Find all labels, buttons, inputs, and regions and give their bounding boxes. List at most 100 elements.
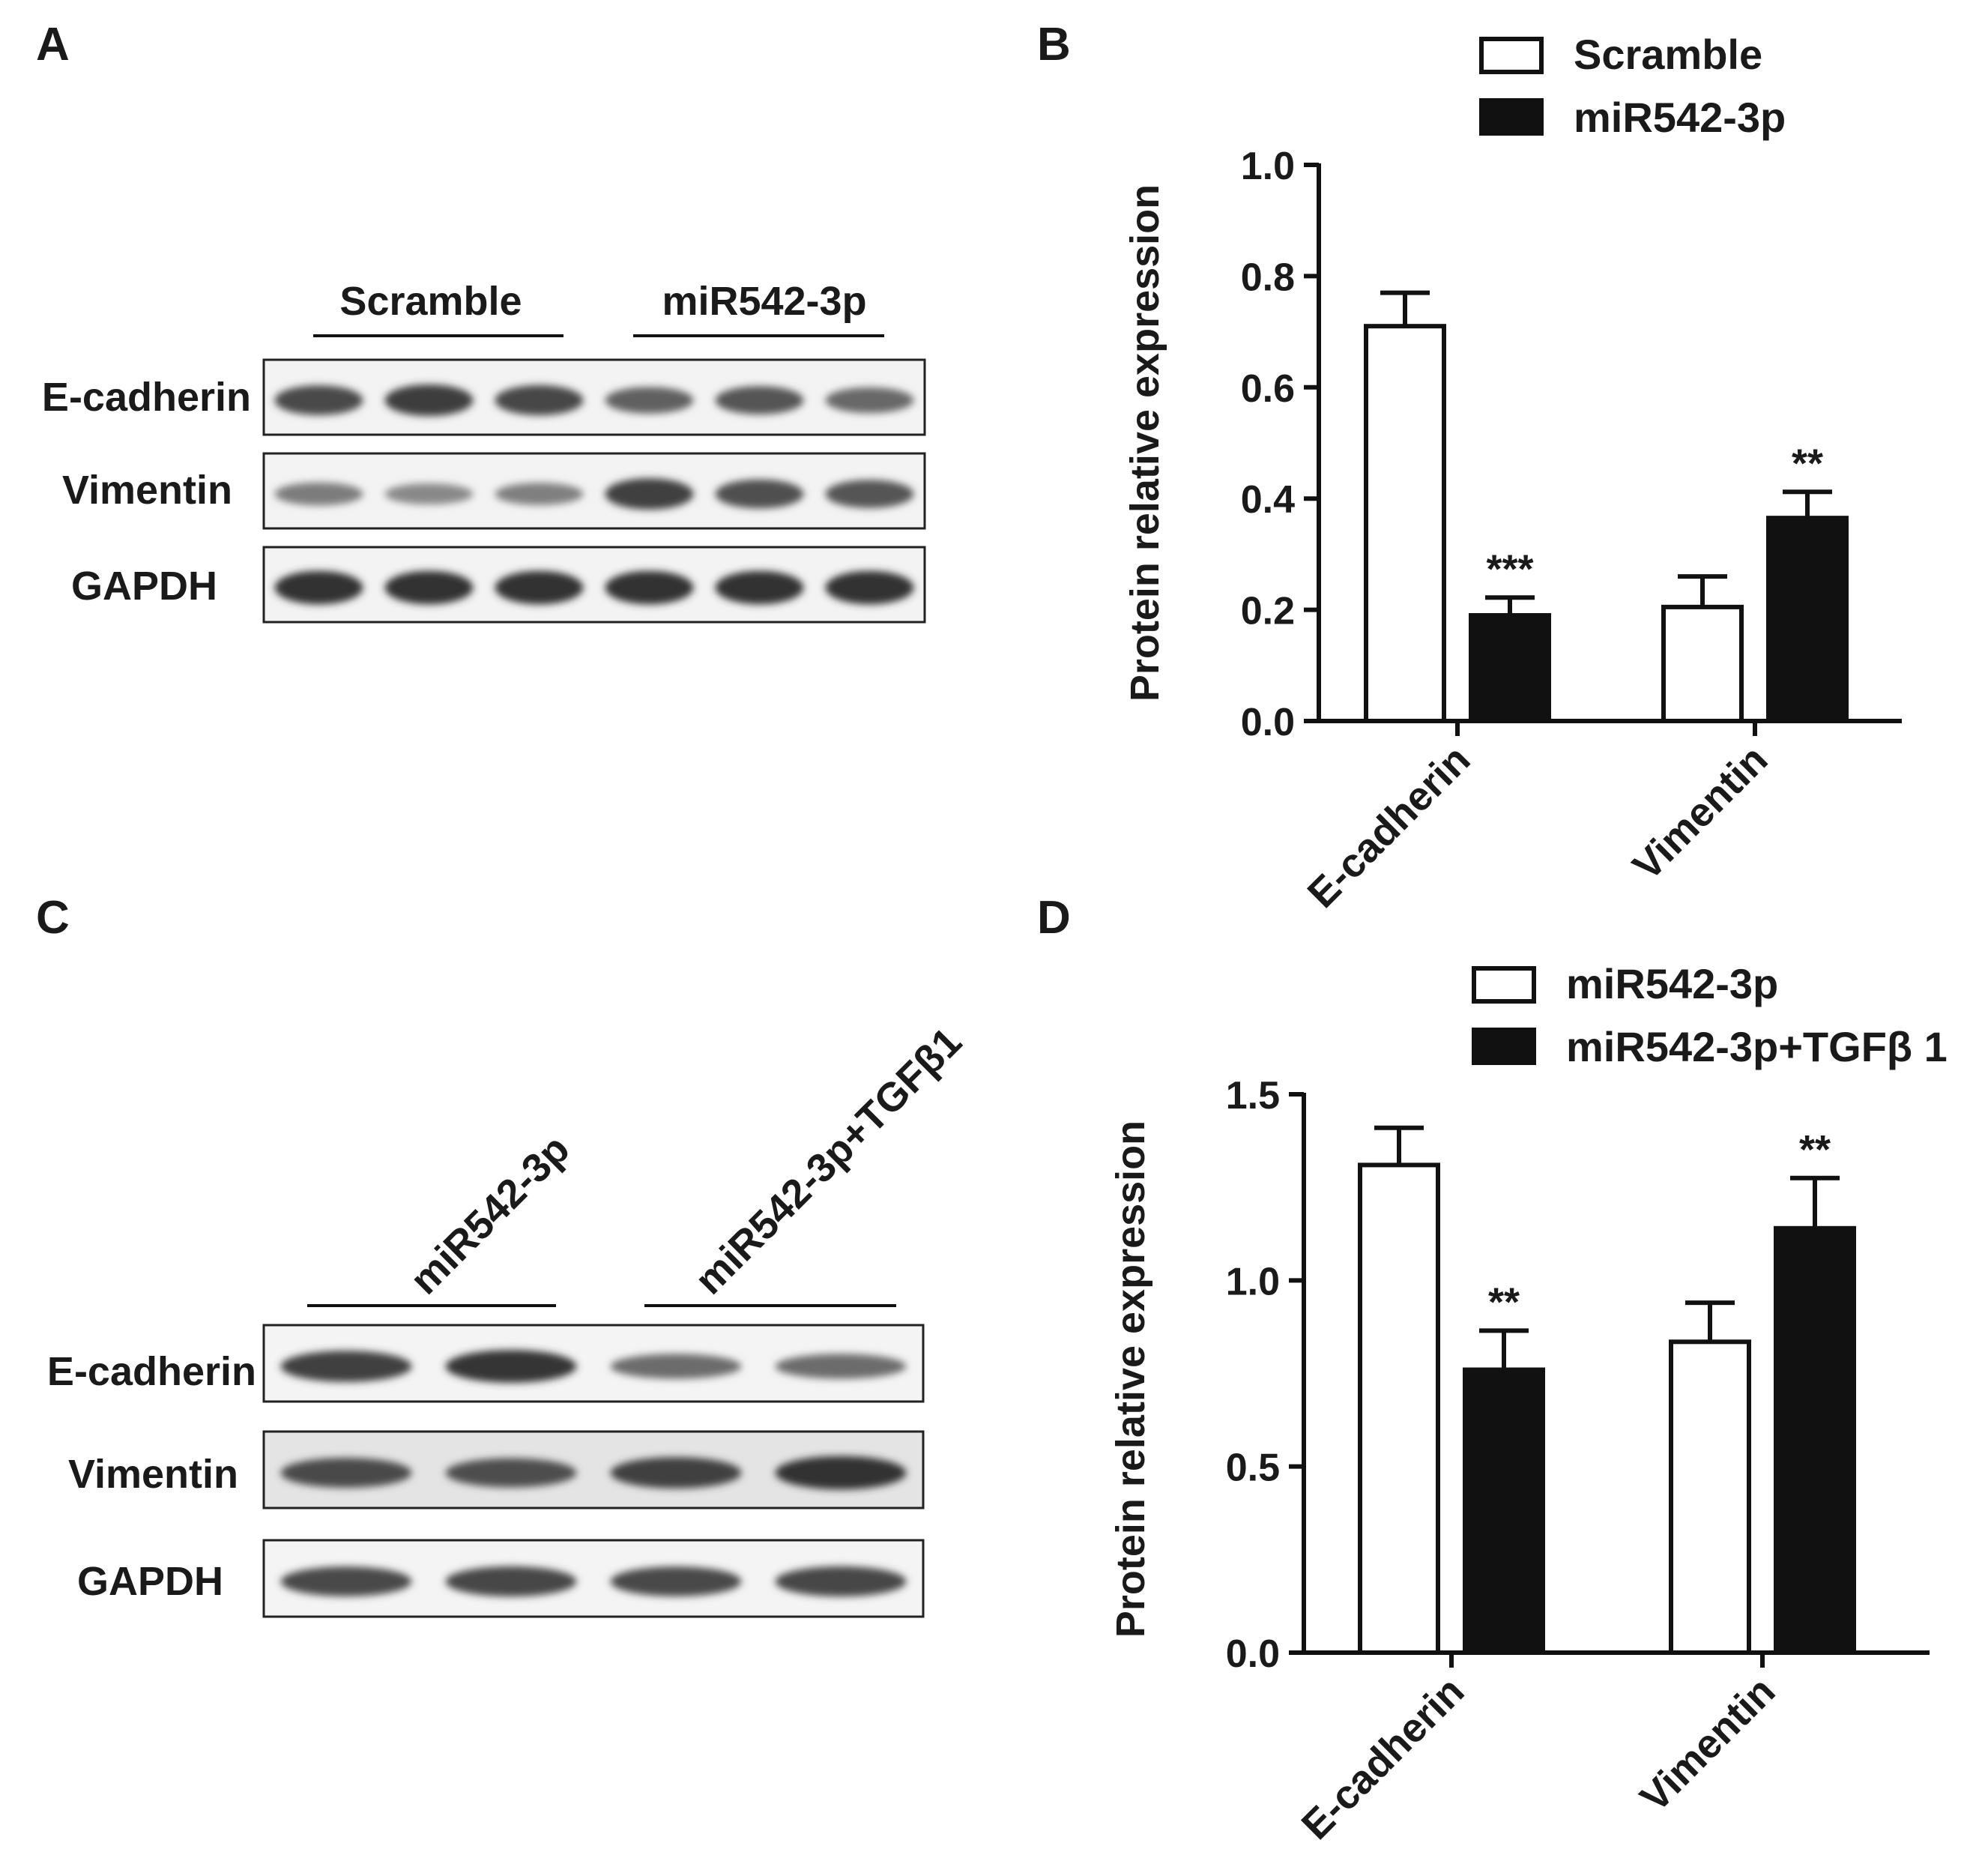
bar-chart-b: Scramble miR542-3p Protein relative expr… (1123, 31, 1902, 917)
bar-d-1-1 (1774, 1225, 1856, 1656)
y-tick-label-d-0: 0.0 (1226, 1632, 1280, 1676)
legend-d: miR542-3p miR542-3p+TGFβ 1 (1472, 960, 1948, 1070)
blot-c-group-label-mir542: miR542-3p (402, 1126, 578, 1303)
a-band-row2-lane5 (825, 570, 914, 605)
c-band-row1-lane0 (280, 1458, 412, 1488)
x-category-label-d-vimentin: Vimentin (1632, 1668, 1784, 1821)
bar-b-1-1 (1766, 516, 1849, 723)
y-tick-label-d-1: 0.5 (1226, 1447, 1280, 1490)
a-band-row2-lane3 (605, 570, 694, 605)
significance-d-0-1: ** (1488, 1279, 1520, 1324)
blot-c-bands-vimentin (280, 1456, 907, 1490)
a-band-row2-lane4 (715, 570, 804, 605)
y-tick-label-b-0: 0.0 (1241, 701, 1295, 744)
legend-b-label-mir542: miR542-3p (1574, 94, 1786, 141)
x-category-label-b-vimentin: Vimentin (1625, 737, 1777, 889)
blot-panel-c: miR542-3p miR542-3p+TGFβ1 E-cadherin Vim… (47, 1019, 970, 1618)
y-axis-label-b: Protein relative expression (1123, 184, 1167, 702)
y-tick-label-b-5: 1.0 (1241, 145, 1295, 188)
legend-d-label-mir542: miR542-3p (1566, 960, 1778, 1007)
legend-d-label-mir542-tgfb1: miR542-3p+TGFβ 1 (1566, 1023, 1948, 1070)
c-band-row0-lane2 (610, 1354, 742, 1379)
legend-d-swatch-mir542-tgfb1 (1472, 1028, 1536, 1065)
panel-letter-a: A (36, 19, 70, 70)
legend-d-swatch-mir542 (1472, 966, 1536, 1004)
y-tick-label-b-2: 0.4 (1241, 478, 1295, 522)
y-tick-label-d-2: 1.0 (1226, 1260, 1280, 1303)
a-band-row2-lane0 (274, 570, 363, 605)
bar-b-0-0 (1364, 324, 1446, 723)
blot-a-bands-gapdh (274, 570, 914, 605)
blot-c-row-label-gapdh: GAPDH (77, 1559, 223, 1604)
blot-a-bands-vimentin (274, 478, 914, 510)
c-band-row0-lane3 (775, 1354, 907, 1379)
c-band-row1-lane2 (610, 1457, 742, 1489)
blot-a-strip-ecadherin (262, 358, 926, 436)
blot-a-strip-gapdh (262, 546, 926, 624)
a-band-row1-lane5 (825, 480, 914, 508)
c-band-row2-lane2 (610, 1566, 742, 1596)
panel-letter-c: C (36, 892, 70, 944)
y-tick-label-b-1: 0.2 (1241, 590, 1295, 633)
legend-b-label-scramble: Scramble (1574, 31, 1762, 78)
a-band-row2-lane2 (495, 570, 584, 605)
c-band-row2-lane1 (445, 1566, 577, 1597)
c-band-row1-lane3 (775, 1456, 907, 1490)
a-band-row0-lane5 (825, 387, 914, 414)
significance-d-1-1: ** (1799, 1127, 1831, 1172)
significance-b-1-1: ** (1792, 441, 1823, 486)
a-band-row1-lane3 (605, 478, 694, 510)
blot-a-group-label-scramble: Scramble (339, 279, 522, 324)
blot-c-row-label-vimentin: Vimentin (68, 1452, 238, 1497)
blot-a-strip-vimentin (262, 452, 926, 530)
panel-letter-b: B (1037, 19, 1071, 70)
blot-a-group-label-mir542: miR542-3p (662, 279, 866, 324)
a-band-row0-lane1 (384, 384, 474, 417)
bars-b: ***** (1304, 163, 1902, 736)
y-axis-ticks-d: 0.0 0.5 1.0 1.5 (1226, 1074, 1280, 1676)
c-band-row1-lane1 (445, 1458, 577, 1488)
blot-c-bands-ecadherin (280, 1350, 907, 1383)
bar-d-0-1 (1463, 1367, 1545, 1655)
blot-c-group-label-mir542-tgfb1: miR542-3p+TGFβ1 (686, 1019, 970, 1303)
y-tick-label-b-3: 0.6 (1241, 367, 1295, 411)
legend-b: Scramble miR542-3p (1479, 31, 1786, 141)
c-band-row2-lane0 (280, 1566, 412, 1596)
a-band-row0-lane3 (605, 387, 694, 414)
x-category-label-d-ecadherin: E-cadherin (1293, 1668, 1473, 1848)
legend-b-swatch-scramble (1479, 37, 1544, 74)
panel-letter-d: D (1037, 892, 1071, 944)
blot-a-row-label-vimentin: Vimentin (62, 468, 232, 513)
bar-d-0-0 (1358, 1162, 1440, 1656)
x-axis-categories-b: E-cadherin Vimentin (1299, 737, 1777, 917)
a-band-row0-lane0 (274, 385, 363, 415)
bar-d-1-0 (1669, 1339, 1751, 1655)
y-tick-label-d-3: 1.5 (1226, 1074, 1280, 1118)
bar-chart-d: miR542-3p miR542-3p+TGFβ 1 Protein relat… (1108, 960, 1948, 1848)
x-category-label-b-ecadherin: E-cadherin (1299, 737, 1479, 917)
a-band-row0-lane2 (495, 384, 584, 416)
c-band-row2-lane3 (775, 1566, 907, 1597)
blot-a-bands-ecadherin (274, 384, 914, 417)
blot-c-bands-gapdh (280, 1566, 907, 1597)
c-band-row0-lane0 (280, 1351, 412, 1382)
a-band-row2-lane1 (384, 570, 474, 605)
y-axis-label-d: Protein relative expression (1108, 1121, 1153, 1638)
legend-b-swatch-mir542 (1479, 98, 1544, 136)
bar-b-0-1 (1469, 613, 1551, 724)
y-axis-ticks-b: 0.0 0.2 0.4 0.6 0.8 1.0 (1241, 145, 1295, 744)
blot-a-row-label-ecadherin: E-cadherin (42, 375, 251, 420)
c-band-row0-lane1 (445, 1350, 577, 1383)
a-band-row1-lane0 (274, 482, 363, 506)
x-axis-categories-d: E-cadherin Vimentin (1293, 1668, 1784, 1848)
a-band-row1-lane1 (384, 483, 474, 505)
significance-b-0-1: *** (1486, 546, 1533, 591)
blot-c-row-label-ecadherin: E-cadherin (47, 1349, 256, 1394)
blot-panel-a: Scramble miR542-3p E-cadherin Vimentin G… (42, 279, 926, 624)
y-tick-label-b-4: 0.8 (1241, 256, 1295, 299)
a-band-row1-lane2 (495, 483, 584, 505)
a-band-row0-lane4 (715, 386, 804, 414)
bar-b-1-0 (1661, 604, 1744, 724)
a-band-row1-lane4 (715, 479, 804, 509)
